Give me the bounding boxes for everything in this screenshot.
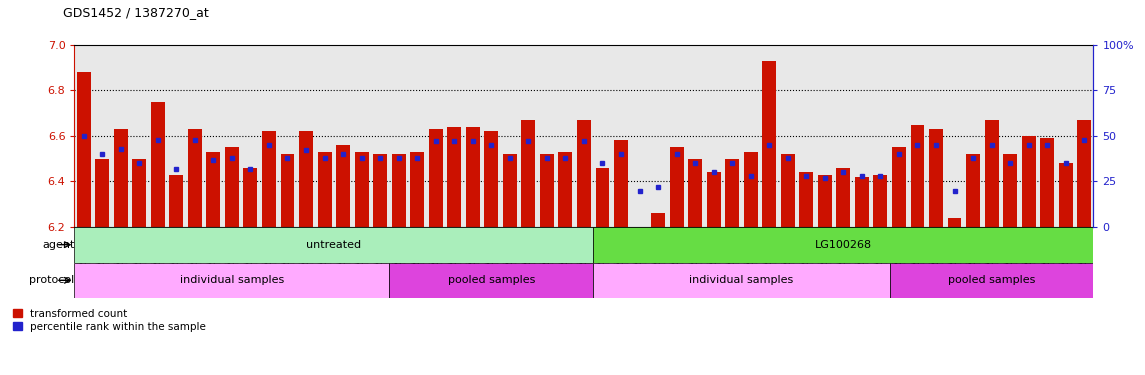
Bar [281, 154, 294, 227]
Bar [577, 120, 591, 227]
Bar [1077, 120, 1091, 227]
Bar [818, 175, 831, 227]
Bar [317, 152, 332, 227]
Bar [373, 154, 387, 227]
Bar [1003, 154, 1017, 227]
FancyBboxPatch shape [890, 262, 1093, 298]
Bar [521, 120, 536, 227]
Bar [614, 141, 627, 227]
FancyBboxPatch shape [74, 227, 593, 262]
Bar [169, 175, 183, 227]
Bar [188, 129, 202, 227]
Text: untreated: untreated [306, 240, 362, 250]
Bar [744, 152, 758, 227]
Text: pooled samples: pooled samples [948, 275, 1035, 285]
Bar [448, 127, 461, 227]
Bar [874, 175, 887, 227]
Bar [540, 154, 554, 227]
Bar [1059, 163, 1073, 227]
Bar [133, 159, 147, 227]
Bar [652, 213, 665, 227]
Bar [763, 61, 776, 227]
FancyBboxPatch shape [593, 227, 1093, 262]
Bar [392, 154, 405, 227]
Bar [948, 218, 962, 227]
Text: protocol: protocol [29, 275, 74, 285]
Bar [688, 159, 702, 227]
Bar [1040, 138, 1055, 227]
Bar [670, 147, 684, 227]
Bar [706, 172, 720, 227]
Bar [299, 131, 313, 227]
Bar [725, 159, 740, 227]
Bar [966, 154, 980, 227]
Bar [224, 147, 239, 227]
Text: pooled samples: pooled samples [448, 275, 535, 285]
Bar [206, 152, 220, 227]
FancyBboxPatch shape [389, 262, 593, 298]
Bar [929, 129, 943, 227]
Bar [466, 127, 480, 227]
Bar [262, 131, 276, 227]
Bar [77, 72, 90, 227]
Bar [595, 168, 609, 227]
Bar [1021, 136, 1035, 227]
Bar [855, 177, 869, 227]
Legend: transformed count, percentile rank within the sample: transformed count, percentile rank withi… [14, 309, 206, 332]
Text: individual samples: individual samples [180, 275, 284, 285]
Text: GDS1452 / 1387270_at: GDS1452 / 1387270_at [63, 6, 208, 19]
Bar [244, 168, 258, 227]
Bar [836, 168, 851, 227]
Bar [632, 227, 647, 245]
Bar [484, 131, 498, 227]
Bar [892, 147, 906, 227]
FancyBboxPatch shape [74, 262, 389, 298]
Bar [337, 145, 350, 227]
Bar [428, 129, 443, 227]
Bar [113, 129, 128, 227]
Bar [95, 159, 109, 227]
Bar [355, 152, 369, 227]
Bar [503, 154, 516, 227]
Bar [151, 102, 165, 227]
Bar [799, 172, 813, 227]
Bar [559, 152, 572, 227]
Bar [781, 154, 795, 227]
Text: individual samples: individual samples [689, 275, 793, 285]
FancyBboxPatch shape [593, 262, 890, 298]
Text: LG100268: LG100268 [815, 240, 871, 250]
Bar [410, 152, 424, 227]
Text: agent: agent [42, 240, 74, 250]
Bar [985, 120, 998, 227]
Bar [910, 124, 924, 227]
